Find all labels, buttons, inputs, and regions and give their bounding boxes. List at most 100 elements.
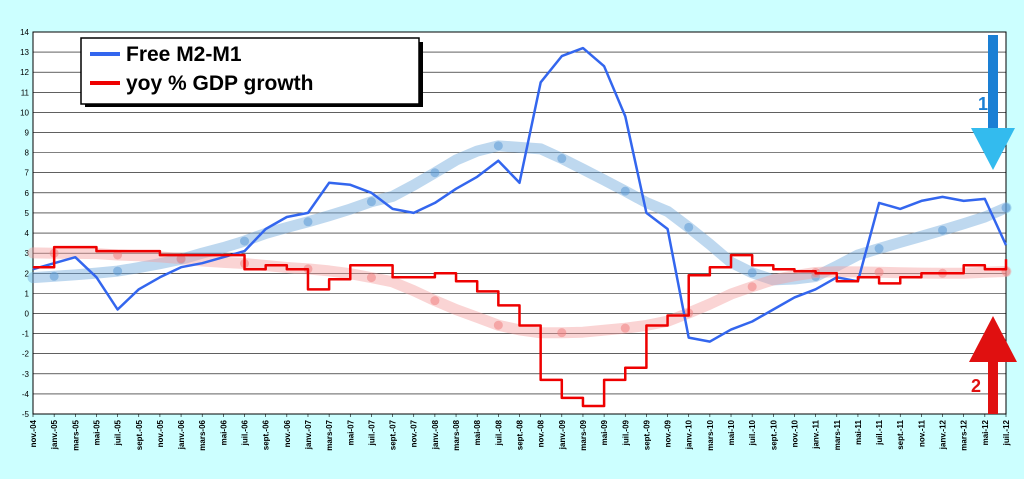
x-tick-label: mai-07 bbox=[346, 419, 355, 445]
x-tick-label: nov.-05 bbox=[156, 419, 165, 447]
x-tick-label: mars-08 bbox=[452, 419, 461, 450]
x-tick-label: janv.-09 bbox=[558, 419, 567, 450]
y-tick-label: -3 bbox=[22, 370, 30, 379]
legend: Free M2-M1 yoy % GDP growth bbox=[80, 37, 423, 107]
annotation-label-2: 2 bbox=[971, 376, 981, 396]
x-tick-label: mars-05 bbox=[71, 419, 80, 450]
x-tick-label: janv.-12 bbox=[939, 419, 948, 450]
x-tick-label: janv.-06 bbox=[177, 419, 186, 450]
series-line-0 bbox=[32, 46, 1008, 343]
x-tick-label: janv.-08 bbox=[431, 419, 440, 450]
x-tick-label: mai-11 bbox=[854, 419, 863, 444]
x-tick-label: sept.-09 bbox=[642, 419, 651, 450]
x-tick-label: mai-08 bbox=[473, 419, 482, 445]
trend-band-1 bbox=[27, 247, 1012, 339]
x-tick-label: juil.-10 bbox=[748, 419, 757, 446]
y-tick-label: 10 bbox=[20, 108, 29, 117]
x-tick-label: nov.-04 bbox=[29, 419, 38, 447]
x-tick-label: mai-05 bbox=[92, 419, 101, 445]
trend-marker bbox=[430, 296, 440, 306]
arrow-up-head bbox=[969, 316, 1017, 362]
trend-marker bbox=[493, 320, 503, 330]
x-tick-label: mars-09 bbox=[579, 419, 588, 450]
trend-marker bbox=[874, 267, 884, 277]
y-tick-label: 4 bbox=[25, 229, 30, 238]
trend-marker bbox=[684, 222, 694, 232]
y-tick-label: 6 bbox=[25, 189, 30, 198]
y-tick-label: 3 bbox=[25, 249, 30, 258]
legend-label: yoy % GDP growth bbox=[126, 72, 313, 95]
y-tick-label: -5 bbox=[22, 410, 30, 419]
x-tick-label: nov.-09 bbox=[664, 419, 673, 447]
x-tick-label: mars-06 bbox=[198, 419, 207, 450]
y-tick-label: 13 bbox=[20, 48, 29, 57]
x-tick-label: juil.-11 bbox=[875, 419, 884, 445]
y-tick-label: 2 bbox=[25, 269, 30, 278]
trend-marker bbox=[938, 225, 948, 235]
trend-marker bbox=[113, 250, 123, 260]
x-tick-label: janv.-05 bbox=[50, 419, 59, 450]
x-tick-label: janv.-07 bbox=[304, 419, 313, 450]
trend-marker bbox=[113, 266, 123, 276]
trend-marker bbox=[620, 186, 630, 196]
x-tick-label: sept.-11 bbox=[896, 419, 905, 449]
trend-marker bbox=[1001, 203, 1011, 213]
x-tick-label: juil.-07 bbox=[367, 419, 376, 446]
x-tick-label: nov.-08 bbox=[537, 419, 546, 447]
x-tick-label: sept.-07 bbox=[389, 419, 398, 450]
y-tick-label: -4 bbox=[22, 390, 30, 399]
y-tick-label: 0 bbox=[25, 309, 30, 318]
trend-marker bbox=[430, 168, 440, 178]
x-tick-label: nov.-10 bbox=[790, 419, 799, 447]
arrow-down-shaft bbox=[988, 35, 998, 147]
x-tick-label: mars-12 bbox=[960, 419, 969, 450]
trend-marker bbox=[303, 217, 313, 227]
legend-shadow bbox=[419, 42, 423, 106]
x-tick-label: mai-09 bbox=[600, 419, 609, 445]
arrow-down-head bbox=[971, 128, 1015, 170]
trend-marker bbox=[747, 268, 757, 278]
x-tick-label: sept.-05 bbox=[135, 419, 144, 450]
trend-marker bbox=[493, 141, 503, 151]
y-tick-label: 1 bbox=[25, 289, 30, 298]
y-tick-label: 8 bbox=[25, 149, 30, 158]
y-tick-label: 7 bbox=[25, 169, 30, 178]
x-tick-label: mars-07 bbox=[325, 419, 334, 450]
x-tick-label: juil.-12 bbox=[1002, 419, 1011, 446]
x-tick-label: mars-11 bbox=[833, 419, 842, 450]
x-tick-label: sept.-06 bbox=[262, 419, 271, 450]
y-tick-label: 14 bbox=[20, 28, 29, 37]
legend-shadow bbox=[85, 104, 423, 107]
y-tick-label: 9 bbox=[25, 129, 30, 138]
x-tick-label: nov.-07 bbox=[410, 419, 419, 447]
trend-marker bbox=[557, 154, 567, 164]
arrow-up-shaft bbox=[988, 345, 998, 414]
x-tick-label: juil.-08 bbox=[494, 419, 503, 446]
trend-marker bbox=[557, 328, 567, 338]
annotation-label-1: 1 bbox=[978, 94, 988, 114]
y-tick-label: -2 bbox=[22, 350, 30, 359]
x-tick-label: sept.-10 bbox=[769, 419, 778, 450]
trend-marker bbox=[366, 197, 376, 207]
x-tick-label: juil.-06 bbox=[241, 419, 250, 446]
x-tick-label: juil.-05 bbox=[114, 419, 123, 446]
trend-marker bbox=[747, 282, 757, 292]
x-tick-label: mai-12 bbox=[981, 419, 990, 445]
y-tick-label: 12 bbox=[20, 68, 29, 77]
x-tick-label: mai-10 bbox=[727, 419, 736, 445]
x-tick-label: mai-06 bbox=[219, 419, 228, 445]
x-tick-label: sept.-08 bbox=[516, 419, 525, 450]
series-line-1 bbox=[33, 245, 1008, 408]
x-tick-label: juil.-09 bbox=[621, 419, 630, 446]
y-tick-label: 5 bbox=[25, 209, 30, 218]
legend-box bbox=[80, 37, 420, 105]
legend-label: Free M2-M1 bbox=[126, 43, 242, 66]
x-tick-label: janv.-11 bbox=[812, 419, 821, 449]
y-tick-label: -1 bbox=[22, 330, 30, 339]
y-tick-label: 11 bbox=[21, 88, 30, 97]
x-tick-label: nov.-11 bbox=[917, 419, 926, 447]
trend-marker bbox=[240, 236, 250, 246]
trend-marker bbox=[49, 271, 59, 281]
